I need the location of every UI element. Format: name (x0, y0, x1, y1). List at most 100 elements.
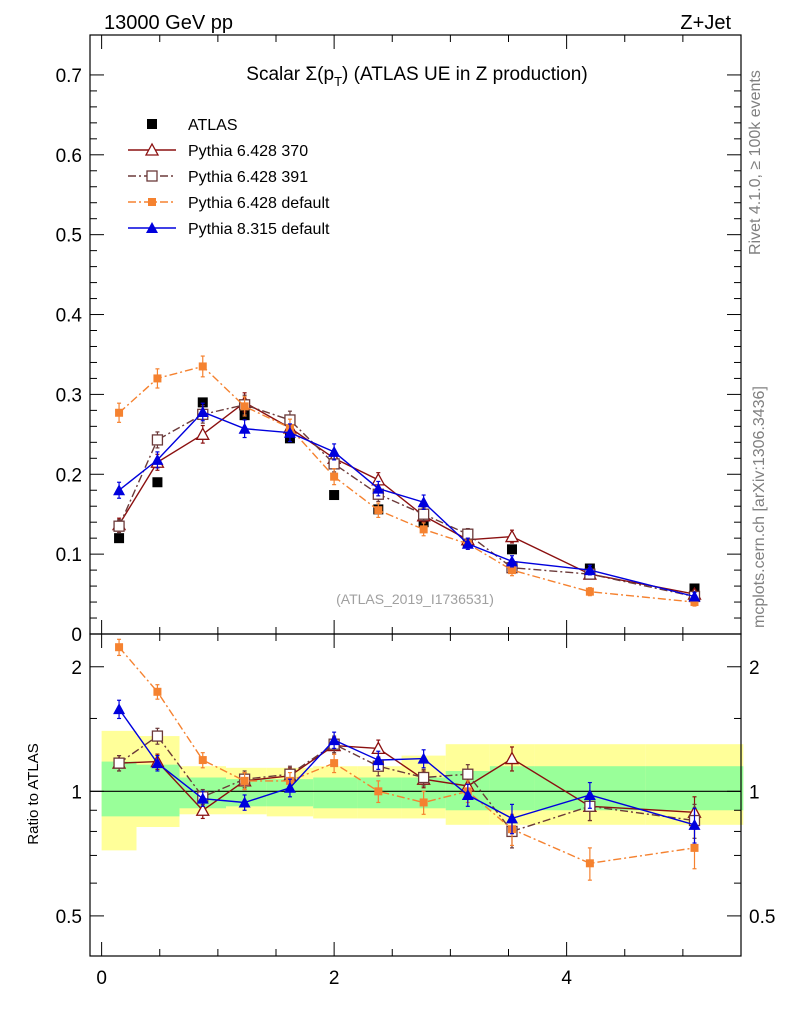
legend-marker (148, 198, 156, 206)
legend-label: ATLAS (188, 117, 238, 134)
main-point (328, 445, 341, 457)
ratio-line-p8def (118, 708, 695, 826)
uncertainty-band-inner (136, 764, 180, 817)
ratio-plot: 0.5 0.5 1 1 2 2 0 2 4 Ratio to ATLAS (25, 633, 775, 989)
legend-label: Pythia 8.315 default (188, 221, 330, 238)
ratio-point (688, 818, 701, 830)
ratio-p8def (113, 699, 701, 844)
x-tick-label: 4 (561, 968, 572, 989)
ratio-y-tick-label: 2 (71, 658, 82, 679)
ratio-y-tick-label: 0.5 (56, 907, 82, 928)
plot-title-sub: T (334, 74, 342, 89)
main-point (419, 525, 428, 534)
ratio-point (504, 751, 520, 765)
ratio-point (328, 734, 341, 746)
main-point (583, 564, 596, 576)
main-point (238, 422, 251, 434)
ratio-point (330, 759, 339, 768)
main-atlas (114, 397, 700, 594)
y-tick-label: 0.1 (56, 545, 82, 566)
legend-label: Pythia 6.428 default (188, 195, 330, 212)
ratio-point (196, 792, 209, 804)
legend-marker (144, 142, 160, 156)
plot-title-prefix: Scalar Σ(p (246, 64, 334, 85)
legend-label: Pythia 6.428 370 (188, 143, 308, 160)
main-point (507, 566, 516, 575)
ratio-point (238, 796, 251, 808)
x-tick-label: 2 (329, 968, 340, 989)
legend-entry-p6def: Pythia 6.428 default (128, 195, 330, 212)
header-right: Z+Jet (680, 12, 731, 34)
ratio-point (283, 781, 296, 793)
main-point (151, 453, 164, 465)
main-point (115, 408, 124, 417)
ratio-y-tick-label-right: 0.5 (749, 907, 775, 928)
main-line-p8def (118, 411, 695, 598)
legend-entry-p8def: Pythia 8.315 default (128, 221, 330, 238)
analysis-watermark: (ATLAS_2019_I1736531) (336, 591, 494, 607)
ratio-point (585, 859, 594, 868)
ratio-ylabel: Ratio to ATLAS (25, 743, 42, 844)
main-point (113, 484, 126, 496)
header-left: 13000 GeV pp (104, 12, 233, 34)
ratio-point (153, 687, 162, 696)
main-point (417, 508, 430, 520)
main-point (505, 555, 518, 567)
legend-marker (146, 222, 158, 233)
ratio-point (372, 754, 385, 766)
main-point (504, 529, 520, 543)
uncertainty-band-inner (489, 766, 535, 811)
legend-entry-p391: Pythia 6.428 391 (128, 169, 308, 186)
ratio-point (115, 643, 124, 652)
ratio-line-p370 (119, 744, 695, 813)
ratio-y-tick-label: 1 (71, 782, 82, 803)
legend-marker (147, 119, 157, 129)
ratio-point (374, 787, 383, 796)
main-point (197, 397, 208, 408)
ratio-point (151, 757, 164, 769)
legend-entry-atlas: ATLAS (147, 117, 238, 134)
main-plot: 0 0.1 0.2 0.3 0.4 0.5 0.6 0.7 Scalar Σ(pT) (ATL… (56, 34, 742, 646)
main-point (152, 477, 163, 488)
y-tick-label: 0.5 (56, 226, 82, 247)
main-point (417, 496, 430, 508)
main-point (329, 490, 340, 501)
legend-entry-p370: Pythia 6.428 370 (128, 142, 308, 160)
main-point (372, 482, 385, 494)
main-point (585, 587, 594, 596)
ratio-point (462, 768, 474, 780)
ratio-y-tick-label-right: 2 (749, 658, 760, 679)
legend-marker (146, 170, 158, 182)
ratio-point (195, 802, 210, 816)
main-point (153, 374, 162, 383)
main-point (374, 506, 383, 515)
ratio-p6def (115, 638, 699, 881)
ratio-point (583, 788, 596, 800)
plot-title: Scalar Σ(pT) (ATLAS UE in Z production) (246, 64, 587, 89)
side-text-bottom: mcplots.cern.ch [arXiv:1306.3436] (751, 386, 768, 628)
main-p8def (113, 402, 701, 602)
y-tick-label: 0.2 (56, 465, 82, 486)
main-line-p6def (118, 365, 695, 603)
ratio-point (417, 752, 430, 764)
ratio-point (461, 788, 474, 800)
ratio-y-tick-label-right: 1 (749, 782, 760, 803)
main-line-p391 (118, 404, 695, 598)
y-tick-label: 0.7 (56, 66, 82, 87)
main-point (151, 434, 164, 446)
ratio-point (113, 757, 125, 769)
main-line-p370 (118, 401, 695, 595)
y-tick-label: 0 (71, 625, 82, 646)
ratio-point (690, 843, 699, 852)
ratio-line-p391 (118, 735, 695, 833)
ratio-line-p6def (118, 646, 695, 865)
uncertainty-band-inner (313, 777, 358, 809)
main-point (240, 402, 249, 411)
main-point (461, 537, 474, 549)
main-p6def (115, 355, 699, 607)
main-point (196, 405, 209, 417)
main-point (198, 362, 207, 371)
plot-title-suffix: ) (ATLAS UE in Z production) (342, 64, 588, 85)
main-point (330, 472, 339, 481)
